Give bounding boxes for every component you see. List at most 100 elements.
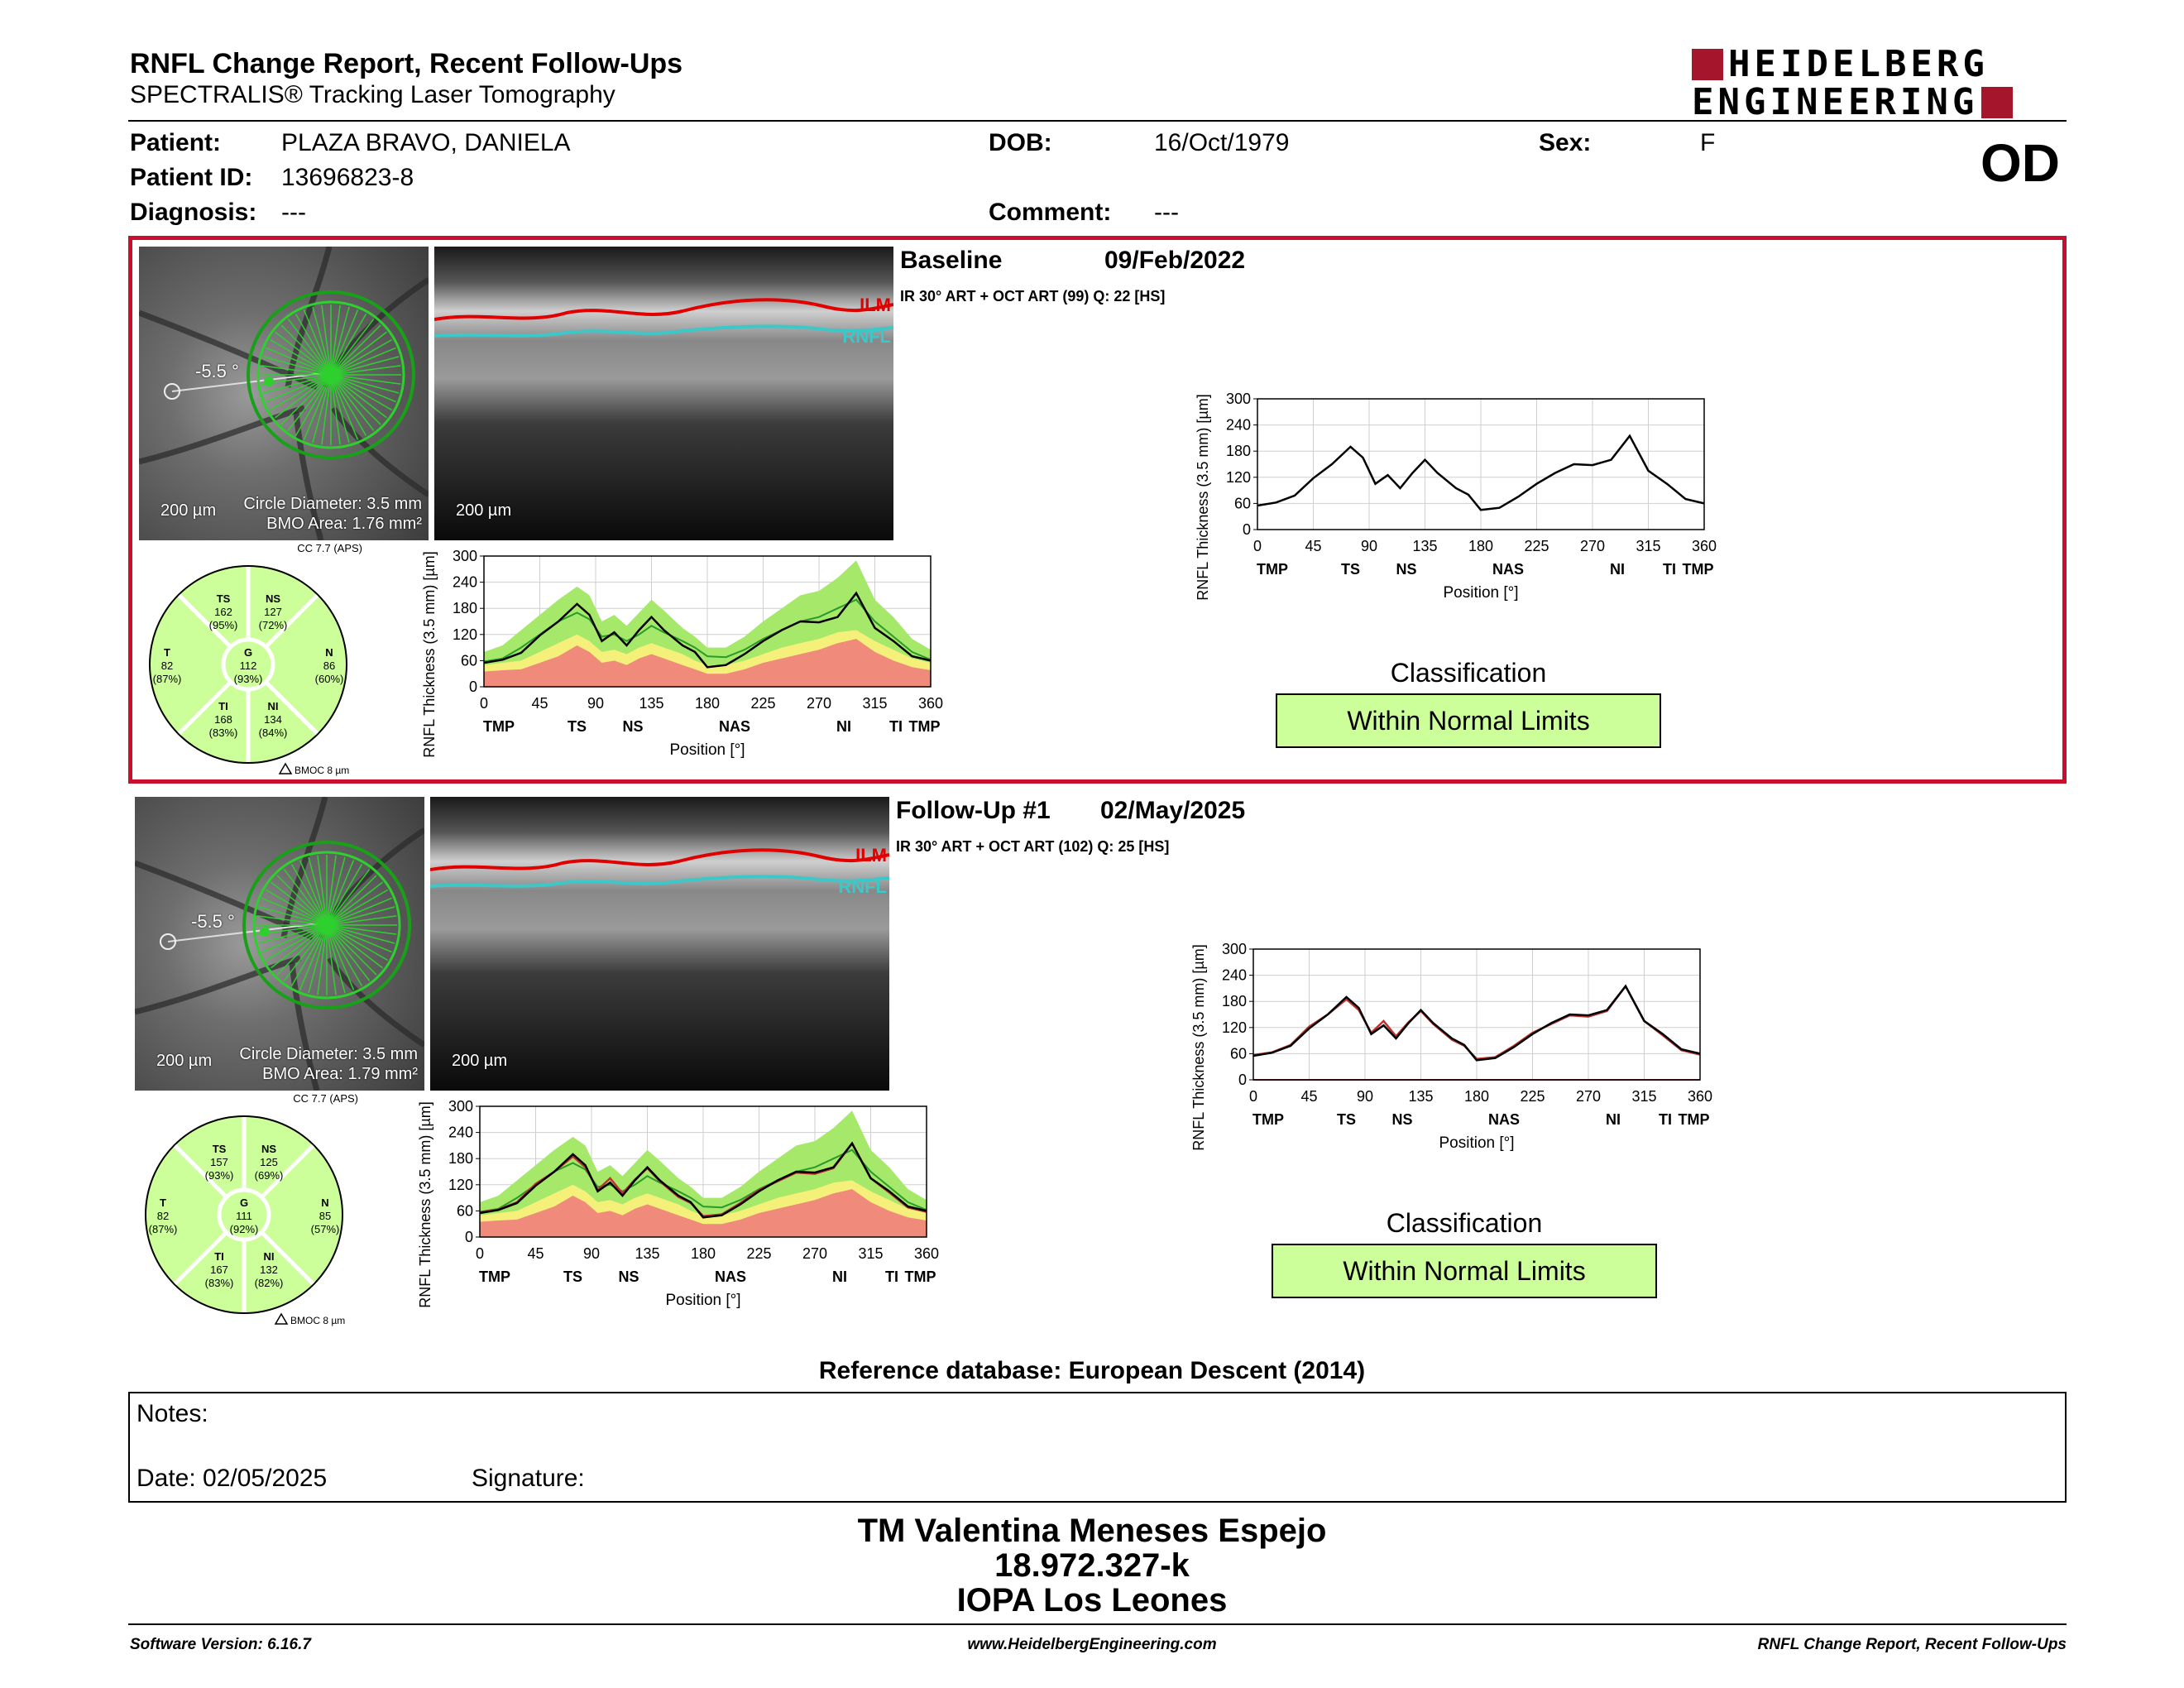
x-tick-label: 315 [1631, 1088, 1656, 1105]
sector-axis-label: TS [1341, 561, 1360, 578]
dob-label: DOB: [989, 129, 1052, 156]
radial-scan-line [330, 374, 350, 444]
sector-axis-label: TS [563, 1268, 582, 1285]
radial-scan-line [330, 365, 401, 376]
sector-ts-name: TS [217, 592, 231, 605]
y-axis-title: RNFL Thickness (3.5 mm) [µm] [421, 551, 438, 757]
bmo-area: BMO Area: 1.76 mm² [266, 515, 422, 533]
rnfl-profile-chart: 0 60 120 180 240 300 0 45 90 135 180 225 270 315 360 TM… [418, 546, 956, 778]
radial-scan-line [266, 924, 328, 961]
outside-normal-band-red [484, 639, 931, 687]
radial-scan-line [280, 324, 332, 376]
y-tick-label: 240 [448, 1125, 473, 1141]
radial-scan-line [280, 374, 332, 425]
y-tick-label: 120 [1222, 1019, 1247, 1036]
sector-axis-label: NS [1391, 1111, 1412, 1128]
radial-scan-line [261, 924, 328, 953]
sex-value: F [1700, 129, 1716, 156]
sector-ni-value: 132 [260, 1264, 278, 1276]
cc-label: CC 7.7 (APS) [297, 542, 362, 554]
sector-ts-name: TS [213, 1143, 227, 1155]
radial-scan-line [330, 306, 350, 376]
sector-divider [260, 1144, 315, 1199]
thickness-profile-line [483, 591, 932, 669]
scan-start-marker-icon [264, 376, 274, 386]
outside-normal-band-red [480, 1189, 927, 1237]
scan-circle-outer [242, 841, 411, 1009]
x-tick-label: 180 [1464, 1088, 1489, 1105]
y-axis-title: RNFL Thickness (3.5 mm) [µm] [1190, 944, 1207, 1150]
oct-bscan-image: ILM RNFL 200 µm [434, 247, 893, 540]
sector-g-percent: (93%) [234, 673, 263, 685]
classification-result: Within Normal Limits [1272, 1244, 1657, 1298]
sector-ns-value: 125 [260, 1156, 278, 1168]
sector-g-value: 112 [240, 659, 257, 672]
radial-scan-line [303, 374, 332, 440]
radial-scan-line [275, 331, 332, 376]
radial-scan-line [270, 338, 332, 376]
bscan-scale-label: 200 µm [452, 1052, 508, 1070]
rnfl-boundary [434, 324, 893, 338]
fundus-graphic [135, 797, 424, 1091]
radial-scan-line [326, 906, 395, 926]
reference-database: Reference database: European Descent (20… [818, 1357, 1366, 1384]
radial-scan-line [330, 314, 367, 376]
scale-bar-label: 200 µm [160, 501, 217, 520]
scan-circle-outer [247, 290, 415, 459]
sector-ts-value: 162 [214, 606, 232, 618]
radial-scan-line [330, 324, 381, 376]
report-subtitle: SPECTRALIS® Tracking Laser Tomography [130, 81, 615, 108]
x-tick-label: 90 [1357, 1088, 1373, 1105]
radial-scan-line [330, 319, 375, 376]
sector-n-value: 85 [319, 1210, 331, 1222]
sector-g-percent: (92%) [230, 1223, 259, 1235]
x-tick-label: 135 [635, 1245, 659, 1262]
website: www.HeidelbergEngineering.com [967, 1636, 1217, 1653]
y-tick-label: 120 [1226, 469, 1251, 486]
sector-axis-label: TI [885, 1268, 898, 1285]
bmo-area: BMO Area: 1.79 mm² [262, 1065, 418, 1083]
y-tick-label: 60 [461, 652, 477, 669]
rnfl-change-chart: 0 60 120 180 240 300 0 45 90 135 180 225 270 315 360 TM… [1187, 939, 1725, 1171]
heidelberg-logo: HEIDELBERG ENGINEERING [1692, 46, 2068, 122]
radial-scan-line [326, 924, 337, 995]
y-tick-label: 240 [1222, 967, 1247, 984]
radial-scan-line [317, 855, 328, 926]
y-tick-label: 0 [1243, 521, 1251, 538]
sector-axis-label: TMP [1252, 1111, 1284, 1128]
radial-scan-line [326, 869, 371, 926]
x-tick-label: 135 [639, 695, 663, 712]
y-axis-title: RNFL Thickness (3.5 mm) [µm] [417, 1101, 433, 1307]
sector-axis-label: TI [1663, 561, 1676, 578]
fundus-image: -5.5 ° 200 µm Circle Diameter: 3.5 mm BMO A… [139, 247, 429, 540]
radial-scan-line [330, 374, 359, 440]
sector-axis-label: NS [622, 718, 643, 735]
fundus-graphic [139, 247, 429, 540]
report-name-footer: RNFL Change Report, Recent Follow-Ups [1757, 1636, 2067, 1653]
retinal-vessel [289, 961, 320, 1091]
logo-line-2: ENGINEERING [1692, 81, 1979, 123]
thickness-profile-line [1257, 434, 1705, 511]
x-tick-label: 0 [1249, 1088, 1257, 1105]
y-tick-label: 300 [1222, 941, 1247, 957]
plot-frame [1252, 948, 1701, 1081]
sector-ni-percent: (82%) [255, 1277, 284, 1289]
radial-scan-line [308, 856, 328, 926]
y-tick-label: 60 [1234, 495, 1251, 511]
y-tick-label: 0 [469, 679, 477, 695]
radial-scan-line [330, 374, 381, 425]
logo-line-1: HEIDELBERG [1728, 43, 1989, 85]
circle-diameter: Circle Diameter: 3.5 mm [239, 1045, 418, 1063]
fovea-disc-axis [167, 922, 328, 942]
y-tick-label: 0 [1238, 1072, 1247, 1088]
sector-ti-percent: (83%) [205, 1277, 234, 1289]
rnfl-change-chart: 0 60 120 180 240 300 0 45 90 135 180 225 270 315 360 TM… [1191, 389, 1729, 621]
radial-scan-line [270, 374, 332, 411]
sector-t-value: 82 [161, 659, 173, 672]
sector-axis-label: NAS [1492, 561, 1524, 578]
x-tick-label: 225 [746, 1245, 771, 1262]
radial-scan-line [283, 869, 328, 926]
sector-ns-percent: (69%) [255, 1169, 284, 1182]
sector-ns-name: NS [266, 592, 280, 605]
